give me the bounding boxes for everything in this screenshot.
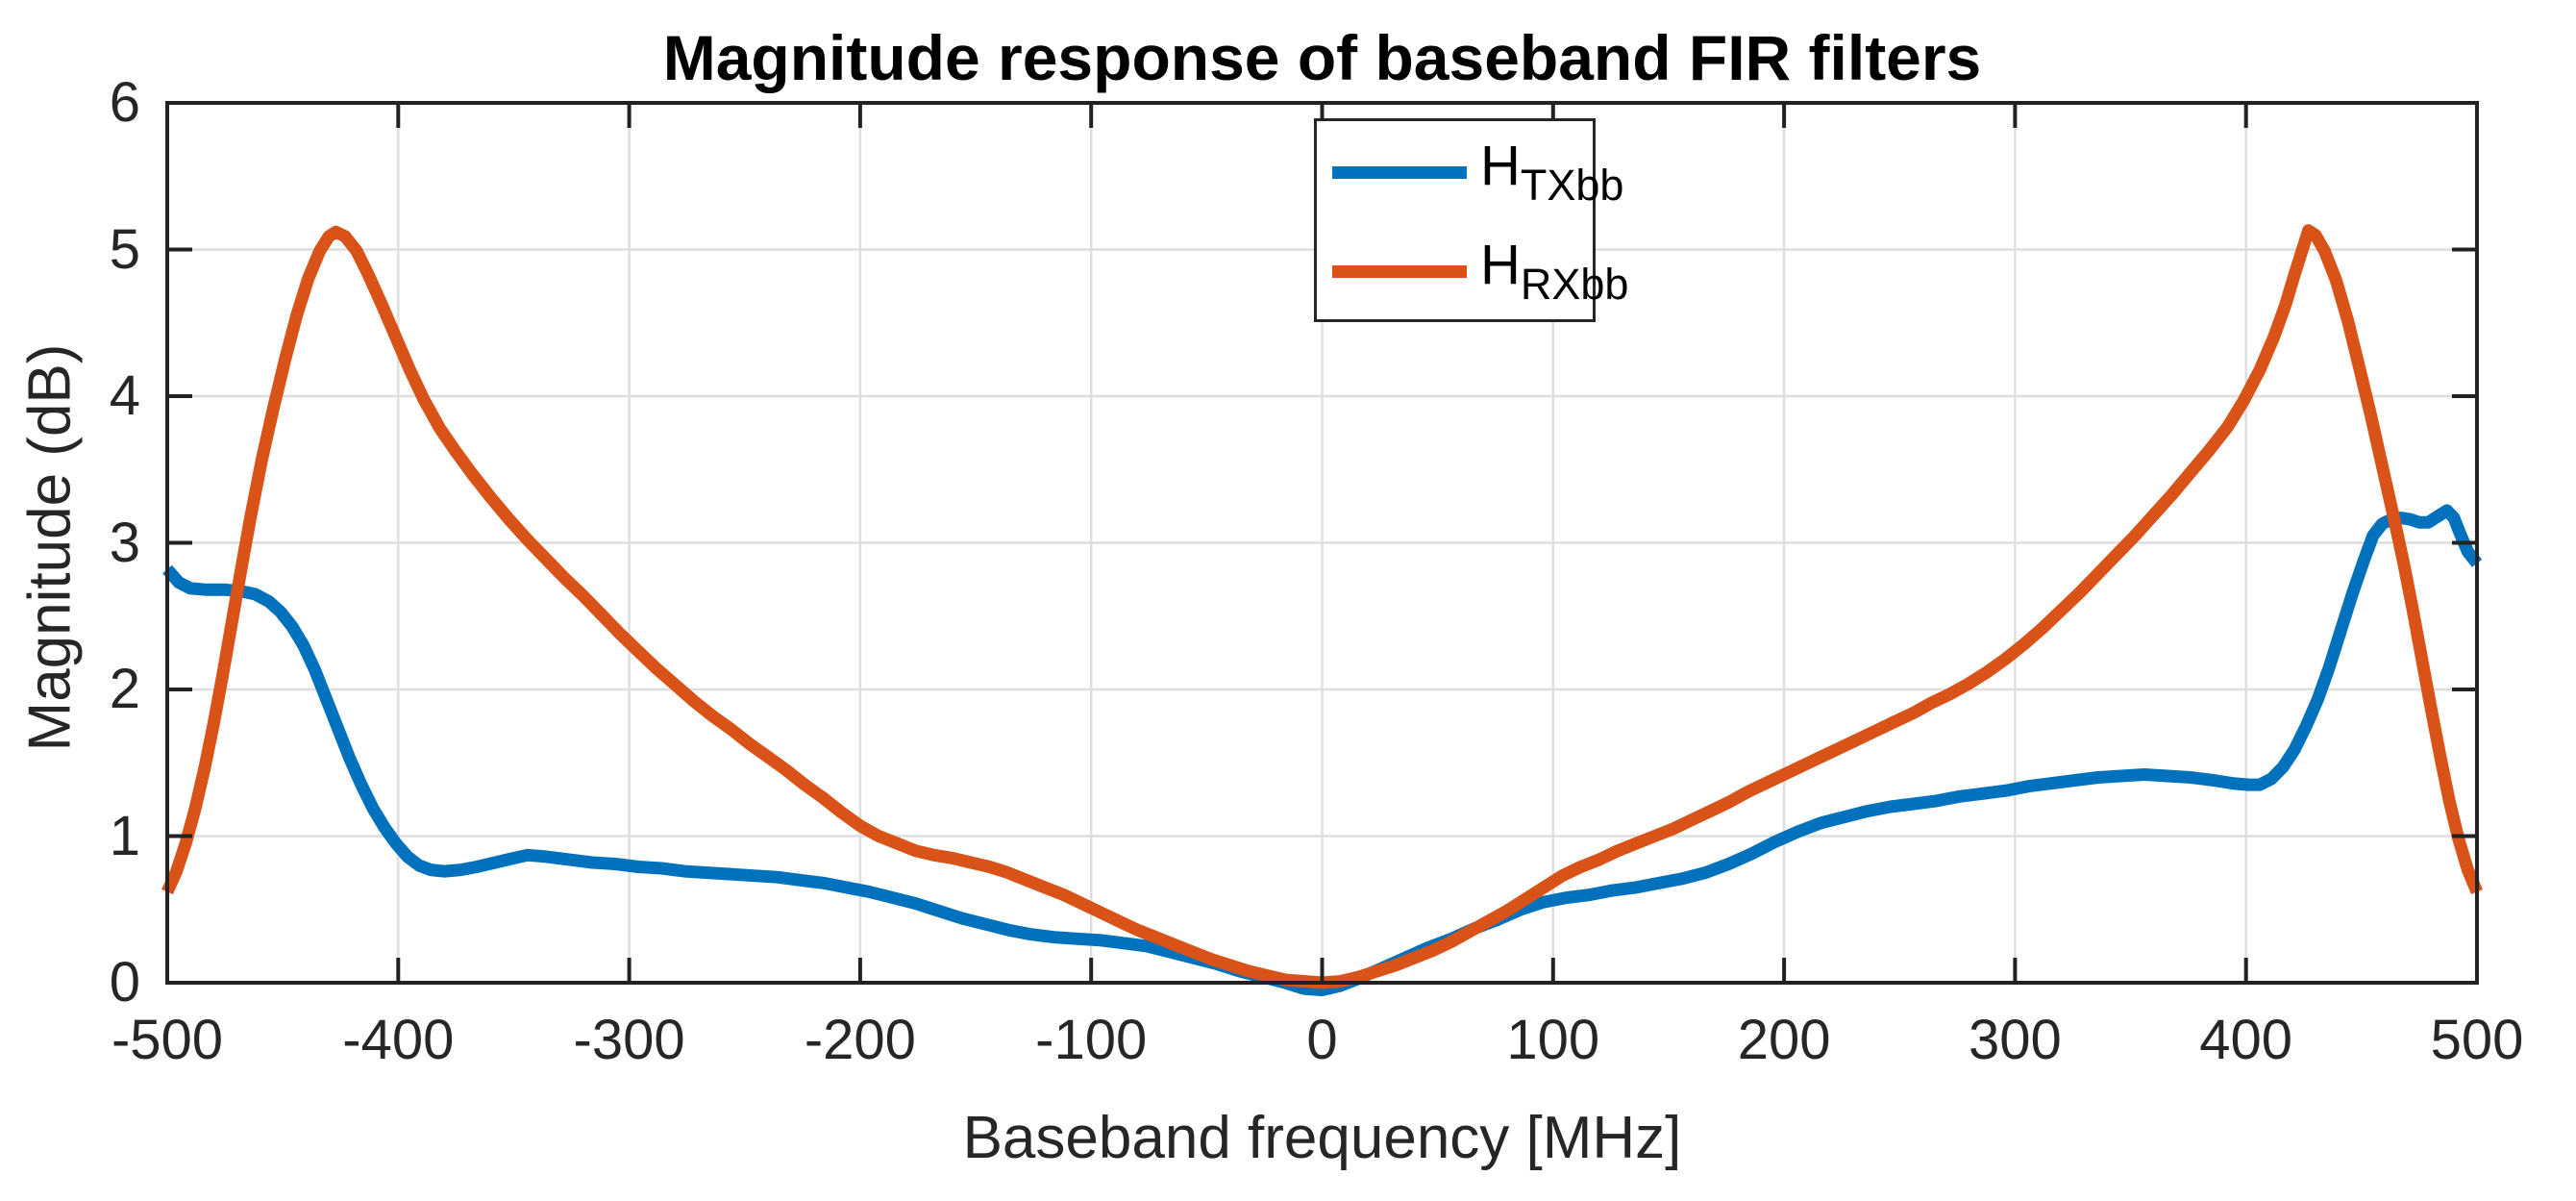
legend-label-txbb-sub: TXbb xyxy=(1520,161,1624,210)
y-tick-label: 3 xyxy=(109,511,140,574)
rxbb-line-swatch xyxy=(1332,264,1467,278)
x-tick-label: 500 xyxy=(2430,1009,2524,1071)
legend-label-rxbb: HRXbb xyxy=(1480,233,1628,310)
x-axis-label: Baseband frequency [MHz] xyxy=(962,1105,1682,1171)
txbb-line-swatch xyxy=(1332,165,1467,179)
legend-label-rxbb-main: H xyxy=(1480,234,1521,296)
x-tick-label: -300 xyxy=(573,1009,685,1071)
x-tick-label: 100 xyxy=(1506,1009,1600,1071)
x-tick-label: -200 xyxy=(804,1009,916,1071)
y-tick-label: 6 xyxy=(109,71,140,134)
y-tick-label: 5 xyxy=(109,217,140,281)
legend-entry-rxbb: HRXbb xyxy=(1317,220,1628,322)
legend-entry-txbb: HTXbb xyxy=(1317,121,1623,223)
x-tick-label: -100 xyxy=(1035,1009,1148,1071)
y-tick-label: 2 xyxy=(109,658,140,720)
x-tick-label: -500 xyxy=(111,1009,224,1071)
y-tick-label: 1 xyxy=(109,804,140,867)
legend-label-rxbb-sub: RXbb xyxy=(1520,260,1629,309)
y-tick-label: 4 xyxy=(109,364,140,427)
legend: HTXbb HRXbb xyxy=(1314,118,1628,322)
x-tick-label: -400 xyxy=(342,1009,455,1071)
x-tick-label: 200 xyxy=(1737,1009,1831,1071)
x-tick-label: 300 xyxy=(1969,1009,2062,1071)
chart-title: Magnitude response of baseband FIR filte… xyxy=(662,22,1982,93)
y-tick-label: 0 xyxy=(109,951,140,1013)
legend-label-txbb: HTXbb xyxy=(1480,134,1623,211)
x-tick-label: 0 xyxy=(1306,1009,1338,1071)
legend-label-txbb-main: H xyxy=(1480,135,1521,197)
x-tick-label: 400 xyxy=(2199,1009,2293,1071)
